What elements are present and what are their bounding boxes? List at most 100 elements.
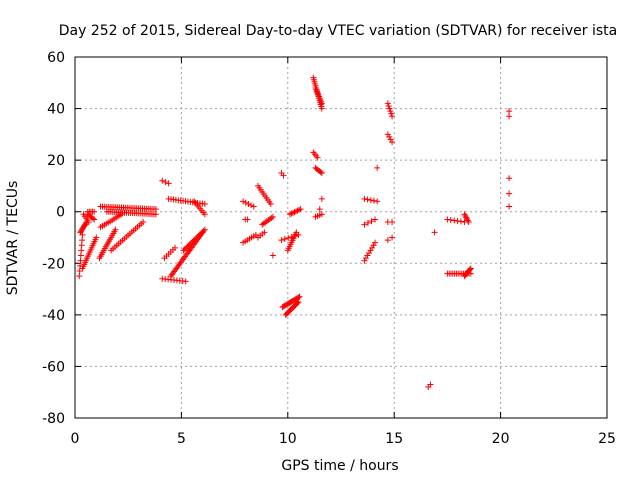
x-tick-label: 25 [598,431,616,447]
data-point-marker [152,211,159,218]
data-point-marker [454,217,461,224]
data-point-marker [318,211,325,218]
data-markers [76,74,513,391]
data-point-marker [293,229,300,236]
data-point-marker [201,200,208,207]
y-tick-label: -20 [42,256,65,272]
data-point-marker [364,196,371,203]
x-tick-label: 15 [385,431,403,447]
data-point-marker [112,226,119,233]
data-point-marker [387,136,394,143]
data-point-marker [79,237,86,244]
data-point-marker [82,220,89,227]
data-point-marker [140,219,147,226]
data-point-marker [200,227,207,234]
data-point-marker [318,170,325,177]
data-point-marker [506,190,513,197]
data-point-marker [368,218,375,225]
data-point-marker [296,293,303,300]
data-point-marker [506,108,513,115]
y-tick-label: -80 [42,411,65,427]
data-point-marker [152,206,159,213]
data-point-marker [314,154,321,161]
data-point-marker [506,175,513,182]
data-point-marker [162,179,169,186]
data-point-marker [389,113,396,120]
data-point-marker [76,273,83,280]
y-tick-label: 0 [56,205,65,221]
y-tick-label: 40 [47,102,65,118]
data-point-marker [318,195,325,202]
data-point-marker [285,235,292,242]
data-point-marker [278,237,285,244]
y-tick-label: 20 [47,153,65,169]
axis-ticks: 0 5 10 15 20 25 -80 -60 -40 -20 0 20 40 60 [42,50,616,447]
data-point-marker [182,278,189,285]
data-point-marker [387,108,394,115]
data-point-marker [269,252,276,259]
data-point-marker [372,216,379,223]
data-point-marker [269,213,276,220]
y-tick-label: -40 [42,308,65,324]
data-point-marker [466,266,473,273]
data-point-marker [374,164,381,171]
data-point-marker [93,234,100,241]
x-tick-label: 5 [177,431,186,447]
data-point-marker [316,206,323,213]
data-point-marker [388,110,395,117]
chart-title: Day 252 of 2015, Sidereal Day-to-day VTE… [59,23,617,39]
data-point-marker [389,234,396,241]
data-point-marker [506,203,513,210]
grid [75,57,607,418]
data-point-marker [318,105,325,112]
data-point-marker [280,172,287,179]
data-point-marker [447,216,454,223]
data-point-marker [201,211,208,218]
data-point-marker [361,195,368,202]
x-tick-label: 0 [71,431,80,447]
data-point-marker [240,198,247,205]
y-tick-label: 60 [47,50,65,66]
data-point-marker [372,239,379,246]
data-point-marker [467,265,474,272]
data-point-marker [295,298,302,305]
x-tick-label: 10 [279,431,297,447]
data-point-marker [385,102,392,109]
x-axis-title: GPS time / hours [281,458,398,474]
data-point-marker [361,221,368,228]
data-point-marker [317,169,324,176]
data-point-marker [172,244,179,251]
data-point-marker [465,219,472,226]
data-point-marker [78,242,85,249]
data-point-marker [389,219,396,226]
data-point-marker [297,206,304,213]
data-point-marker [159,177,166,184]
data-point-marker [318,100,325,107]
data-point-marker [77,252,84,259]
data-point-marker [386,105,393,112]
data-point-marker [91,216,98,223]
data-point-marker [367,197,374,204]
data-point-marker [427,381,434,388]
data-point-marker [85,219,92,226]
data-point-marker [250,203,257,210]
data-point-marker [248,202,255,209]
y-axis-title: SDTVAR / TECUs [5,181,21,296]
y-tick-label: -60 [42,359,65,375]
data-point-marker [89,215,96,222]
data-point-marker [458,218,465,225]
data-point-marker [506,113,513,120]
data-point-marker [386,133,393,140]
data-point-marker [244,216,251,223]
data-point-marker [201,226,208,233]
data-point-marker [374,198,381,205]
data-point-marker [165,180,172,187]
data-point-marker [281,236,288,243]
plot-frame [74,56,608,419]
data-point-marker [78,247,85,254]
data-point-marker [242,199,249,206]
data-point-marker [76,268,83,275]
data-point-marker [77,257,84,264]
data-point-marker [261,229,268,236]
data-point-marker [370,197,377,204]
